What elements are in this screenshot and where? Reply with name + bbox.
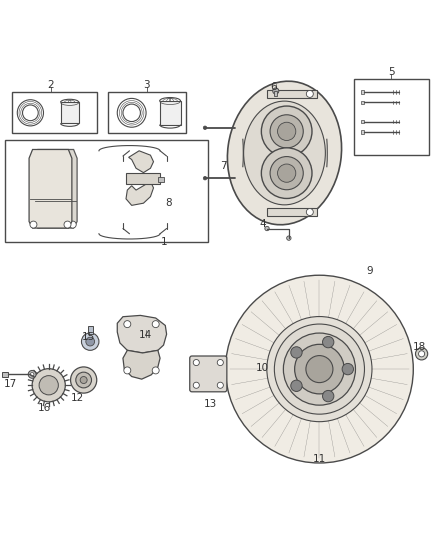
Text: 17: 17	[4, 378, 17, 389]
Circle shape	[35, 221, 42, 228]
Circle shape	[69, 221, 76, 228]
Text: 13: 13	[204, 399, 217, 409]
Circle shape	[203, 126, 207, 130]
Bar	[5, 140, 208, 243]
Circle shape	[278, 122, 296, 141]
Bar	[60, 102, 79, 123]
Circle shape	[76, 372, 92, 388]
Circle shape	[295, 344, 344, 394]
Circle shape	[86, 337, 95, 346]
Circle shape	[28, 370, 36, 378]
Circle shape	[306, 91, 313, 98]
Text: 6: 6	[270, 83, 277, 93]
Text: 7: 7	[220, 161, 227, 171]
Circle shape	[416, 348, 427, 360]
Circle shape	[30, 221, 37, 228]
Circle shape	[217, 359, 223, 366]
Circle shape	[273, 88, 279, 94]
Bar	[267, 90, 317, 98]
Circle shape	[267, 317, 372, 422]
Bar	[159, 101, 180, 125]
Circle shape	[123, 104, 141, 122]
Circle shape	[30, 373, 34, 376]
Text: 15: 15	[81, 332, 95, 342]
Bar	[2, 372, 8, 376]
Ellipse shape	[227, 81, 342, 225]
Circle shape	[226, 275, 413, 463]
Polygon shape	[126, 181, 153, 205]
Circle shape	[342, 364, 353, 375]
Bar	[108, 92, 186, 133]
Polygon shape	[129, 151, 153, 173]
Text: 8: 8	[166, 198, 172, 208]
Circle shape	[203, 176, 207, 180]
Polygon shape	[126, 173, 160, 183]
Circle shape	[152, 367, 159, 374]
Circle shape	[261, 106, 312, 157]
Circle shape	[261, 148, 312, 198]
Circle shape	[287, 236, 291, 240]
Text: 16: 16	[38, 403, 51, 414]
Circle shape	[270, 157, 303, 190]
Circle shape	[17, 100, 43, 126]
Text: 12: 12	[71, 393, 84, 403]
Circle shape	[306, 356, 333, 383]
Bar	[361, 101, 364, 104]
Circle shape	[270, 115, 303, 148]
Circle shape	[291, 347, 302, 358]
Circle shape	[265, 227, 269, 231]
Circle shape	[193, 382, 199, 389]
FancyBboxPatch shape	[190, 356, 227, 392]
Circle shape	[291, 380, 302, 391]
Circle shape	[81, 333, 99, 350]
Circle shape	[39, 376, 58, 395]
Circle shape	[217, 382, 223, 389]
Circle shape	[152, 321, 159, 328]
Circle shape	[274, 324, 364, 414]
Bar	[361, 120, 364, 123]
Text: 4: 4	[259, 219, 266, 229]
Circle shape	[80, 376, 87, 384]
Bar	[12, 92, 97, 133]
Polygon shape	[117, 316, 166, 353]
Circle shape	[322, 336, 334, 348]
Circle shape	[283, 333, 356, 405]
Ellipse shape	[244, 101, 325, 205]
Text: 2: 2	[48, 80, 54, 90]
Circle shape	[193, 359, 199, 366]
Circle shape	[124, 367, 131, 374]
Bar	[267, 208, 317, 216]
Bar	[88, 326, 93, 334]
Polygon shape	[34, 149, 77, 228]
Circle shape	[419, 351, 425, 357]
Circle shape	[306, 208, 313, 215]
Bar	[275, 91, 277, 96]
Circle shape	[117, 99, 146, 127]
Text: 11: 11	[313, 455, 326, 464]
Bar	[361, 130, 364, 134]
Text: 1: 1	[161, 237, 168, 247]
Polygon shape	[29, 149, 72, 228]
Text: 14: 14	[139, 330, 152, 341]
Text: 10: 10	[256, 363, 269, 373]
Circle shape	[71, 367, 97, 393]
Circle shape	[22, 105, 38, 120]
Bar	[354, 79, 428, 155]
Circle shape	[32, 369, 65, 402]
Text: 18: 18	[413, 342, 427, 352]
Text: 5: 5	[388, 67, 395, 77]
Polygon shape	[123, 350, 160, 379]
Circle shape	[322, 391, 334, 402]
Bar	[361, 90, 364, 94]
Text: 9: 9	[366, 266, 373, 276]
Circle shape	[278, 164, 296, 182]
Circle shape	[64, 221, 71, 228]
Circle shape	[124, 321, 131, 328]
Text: 3: 3	[144, 80, 150, 90]
Bar	[158, 176, 164, 182]
